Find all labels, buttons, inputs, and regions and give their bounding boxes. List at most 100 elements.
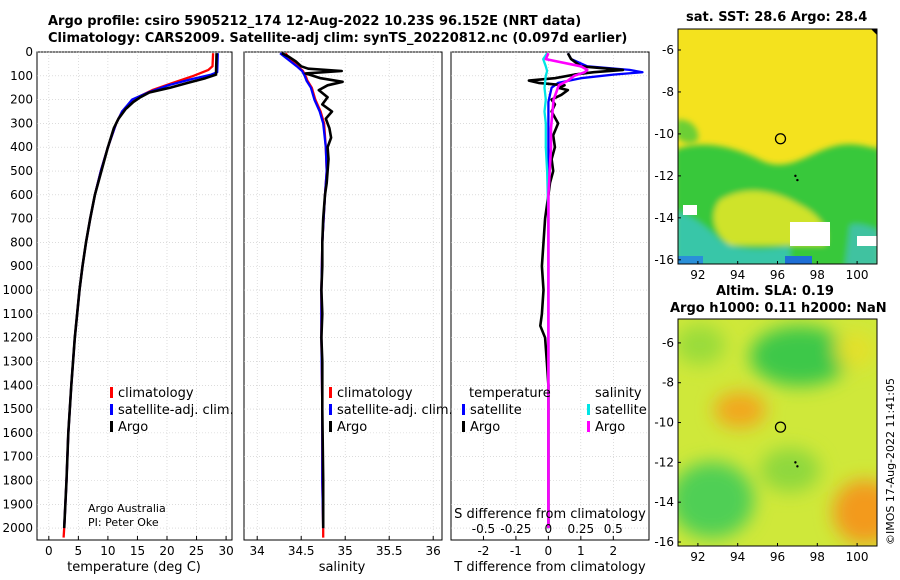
depth-tick-label: 1000 (2, 283, 33, 297)
x-tick-label-temperature-diff: -1 (510, 544, 522, 558)
x-tick-label: 36 (426, 544, 441, 558)
figure-title-line1: Argo profile: csiro 5905212_174 12-Aug-2… (48, 14, 582, 29)
x-tick-label: 35.5 (376, 544, 403, 558)
sst-map-title: sat. SST: 28.6 Argo: 28.4 (686, 10, 868, 25)
argo-float-marker (774, 421, 787, 433)
legend-label-temp-satellite: satellite (470, 403, 522, 418)
temperature-xlabel: temperature (deg C) (67, 560, 201, 575)
legend-label-sal-argo: Argo (595, 420, 625, 435)
x-tick-label-temperature-diff: -2 (477, 544, 489, 558)
depth-tick-label: 500 (10, 164, 33, 178)
legend-swatch-temp-argo (462, 421, 465, 432)
map-x-tick-label: 92 (690, 550, 705, 564)
difference-xlabel-top: S difference from climatology (454, 507, 646, 522)
sla-low-north (750, 326, 850, 386)
map-y-tick-label: -10 (654, 416, 674, 430)
x-tick-label-salinity-diff: 0.25 (567, 522, 594, 536)
salinity-legend: climatology satellite-adj. clim. Argo (329, 386, 453, 435)
depth-tick-label: 1400 (2, 378, 33, 392)
legend-label-climatology: climatology (337, 386, 413, 401)
depth-tick-label: 800 (10, 235, 33, 249)
sst-map-corner-marker (871, 29, 877, 35)
x-tick-label-temperature-diff: 2 (609, 544, 617, 558)
tick-labels: 0100200300400500600700800900100011001200… (2, 45, 622, 558)
x-tick-label-salinity-diff: 0.5 (604, 522, 623, 536)
x-tick-label: 10 (100, 544, 115, 558)
profile-lines (62, 52, 644, 538)
map-annotations: 92 94 96 98 100 -6 -8 -10 -12 -14 -16 92 94 96 98 100 -6… (654, 43, 868, 564)
x-tick-label-temperature-diff: 1 (577, 544, 585, 558)
map-x-tick-label: 100 (846, 550, 869, 564)
x-tick-label-salinity-diff: 0 (545, 522, 553, 536)
series-line-argo (62, 53, 218, 529)
temperature-legend: climatology satellite-adj. clim. Argo (110, 386, 234, 435)
sst-coolest-region (678, 211, 790, 264)
salinity-xlabel: salinity (319, 560, 366, 575)
depth-tick-label: 600 (10, 188, 33, 202)
salinity-panel-frame (243, 51, 443, 541)
difference-xlabel: T difference from climatology (453, 560, 646, 575)
map-x-tick-label: 96 (770, 268, 785, 282)
credit-line-1: Argo Australia (88, 502, 166, 515)
x-tick-label-temperature-diff: 0 (545, 544, 553, 558)
legend-swatch-sal-argo (587, 421, 590, 432)
map-x-tick-label: 92 (690, 268, 705, 282)
difference-temperature-legend: temperature satellite Argo (462, 386, 551, 435)
credit-line-2: PI: Peter Oke (88, 516, 159, 529)
map-y-tick-label: -6 (662, 43, 674, 57)
legend-label-temp-argo: Argo (470, 420, 500, 435)
legend-swatch-climatology (110, 387, 113, 398)
depth-tick-label: 1200 (2, 331, 33, 345)
sla-mid-center (760, 448, 820, 492)
depth-tick-label: 2000 (2, 521, 33, 535)
legend-label-satellite-adj: satellite-adj. clim. (118, 403, 234, 418)
argo-float-marker (774, 133, 787, 145)
depth-tick-label: 1100 (2, 307, 33, 321)
sst-green-patch-north (678, 119, 699, 143)
map-x-tick-label: 94 (730, 550, 745, 564)
depth-tick-label: 1600 (2, 426, 33, 440)
sst-coolest-east (845, 224, 877, 264)
legend-swatch-sal-satellite (587, 404, 590, 415)
depth-tick-label: 1900 (2, 497, 33, 511)
depth-tick-label: 900 (10, 259, 33, 273)
map-y-tick-label: -12 (654, 169, 674, 183)
x-tick-label: 34 (250, 544, 265, 558)
sla-mid-east (835, 332, 875, 368)
x-tick-label: 0 (45, 544, 53, 558)
grid-lines (37, 51, 649, 540)
legend-swatch-satellite-adj (110, 404, 113, 415)
sst-blue-patch (785, 256, 812, 264)
legend-label-argo: Argo (118, 420, 148, 435)
depth-tick-label: 100 (10, 69, 33, 83)
map-x-tick-label: 98 (810, 550, 825, 564)
float-track-point (796, 465, 799, 468)
legend-swatch-argo (110, 421, 113, 432)
sst-missing-patch (857, 236, 877, 246)
map-y-tick-label: -16 (654, 535, 674, 549)
depth-tick-label: 700 (10, 212, 33, 226)
x-tick-label: 25 (189, 544, 204, 558)
difference-salinity-legend: salinity satellite Argo (587, 386, 647, 435)
figure-title-line2: Climatology: CARS2009. Satellite-adj cli… (48, 31, 628, 46)
depth-tick-label: 1700 (2, 450, 33, 464)
float-track-point (794, 174, 797, 178)
legend-swatch-argo (329, 421, 332, 432)
map-y-tick-label: -8 (662, 85, 674, 99)
sst-map (678, 29, 877, 264)
x-tick-label: 20 (159, 544, 174, 558)
legend-label-climatology: climatology (118, 386, 194, 401)
map-x-tick-label: 94 (730, 268, 745, 282)
x-tick-label: 34.5 (288, 544, 315, 558)
map-y-tick-label: -8 (662, 376, 674, 390)
depth-tick-label: 1800 (2, 473, 33, 487)
legend-title-salinity: salinity (595, 386, 642, 401)
map-y-tick-label: -16 (654, 253, 674, 267)
temperature-panel-frame (36, 51, 233, 541)
depth-tick-label: 0 (25, 45, 33, 59)
sla-map-title-line1: Altim. SLA: 0.19 (716, 284, 834, 299)
sla-high-southeast (833, 480, 877, 544)
x-tick-label-salinity-diff: -0.25 (500, 522, 531, 536)
